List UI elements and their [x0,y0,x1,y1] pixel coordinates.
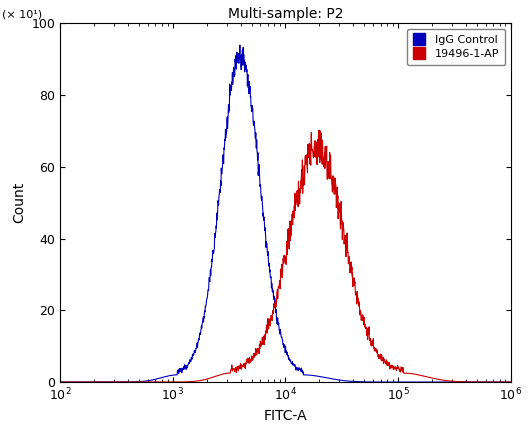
Legend: IgG Control, 19496-1-AP: IgG Control, 19496-1-AP [407,29,505,65]
X-axis label: FITC-A: FITC-A [263,409,307,423]
Y-axis label: Count: Count [12,182,26,224]
Text: (× 10¹): (× 10¹) [2,10,42,20]
Title: Multi-sample: P2: Multi-sample: P2 [227,7,343,21]
